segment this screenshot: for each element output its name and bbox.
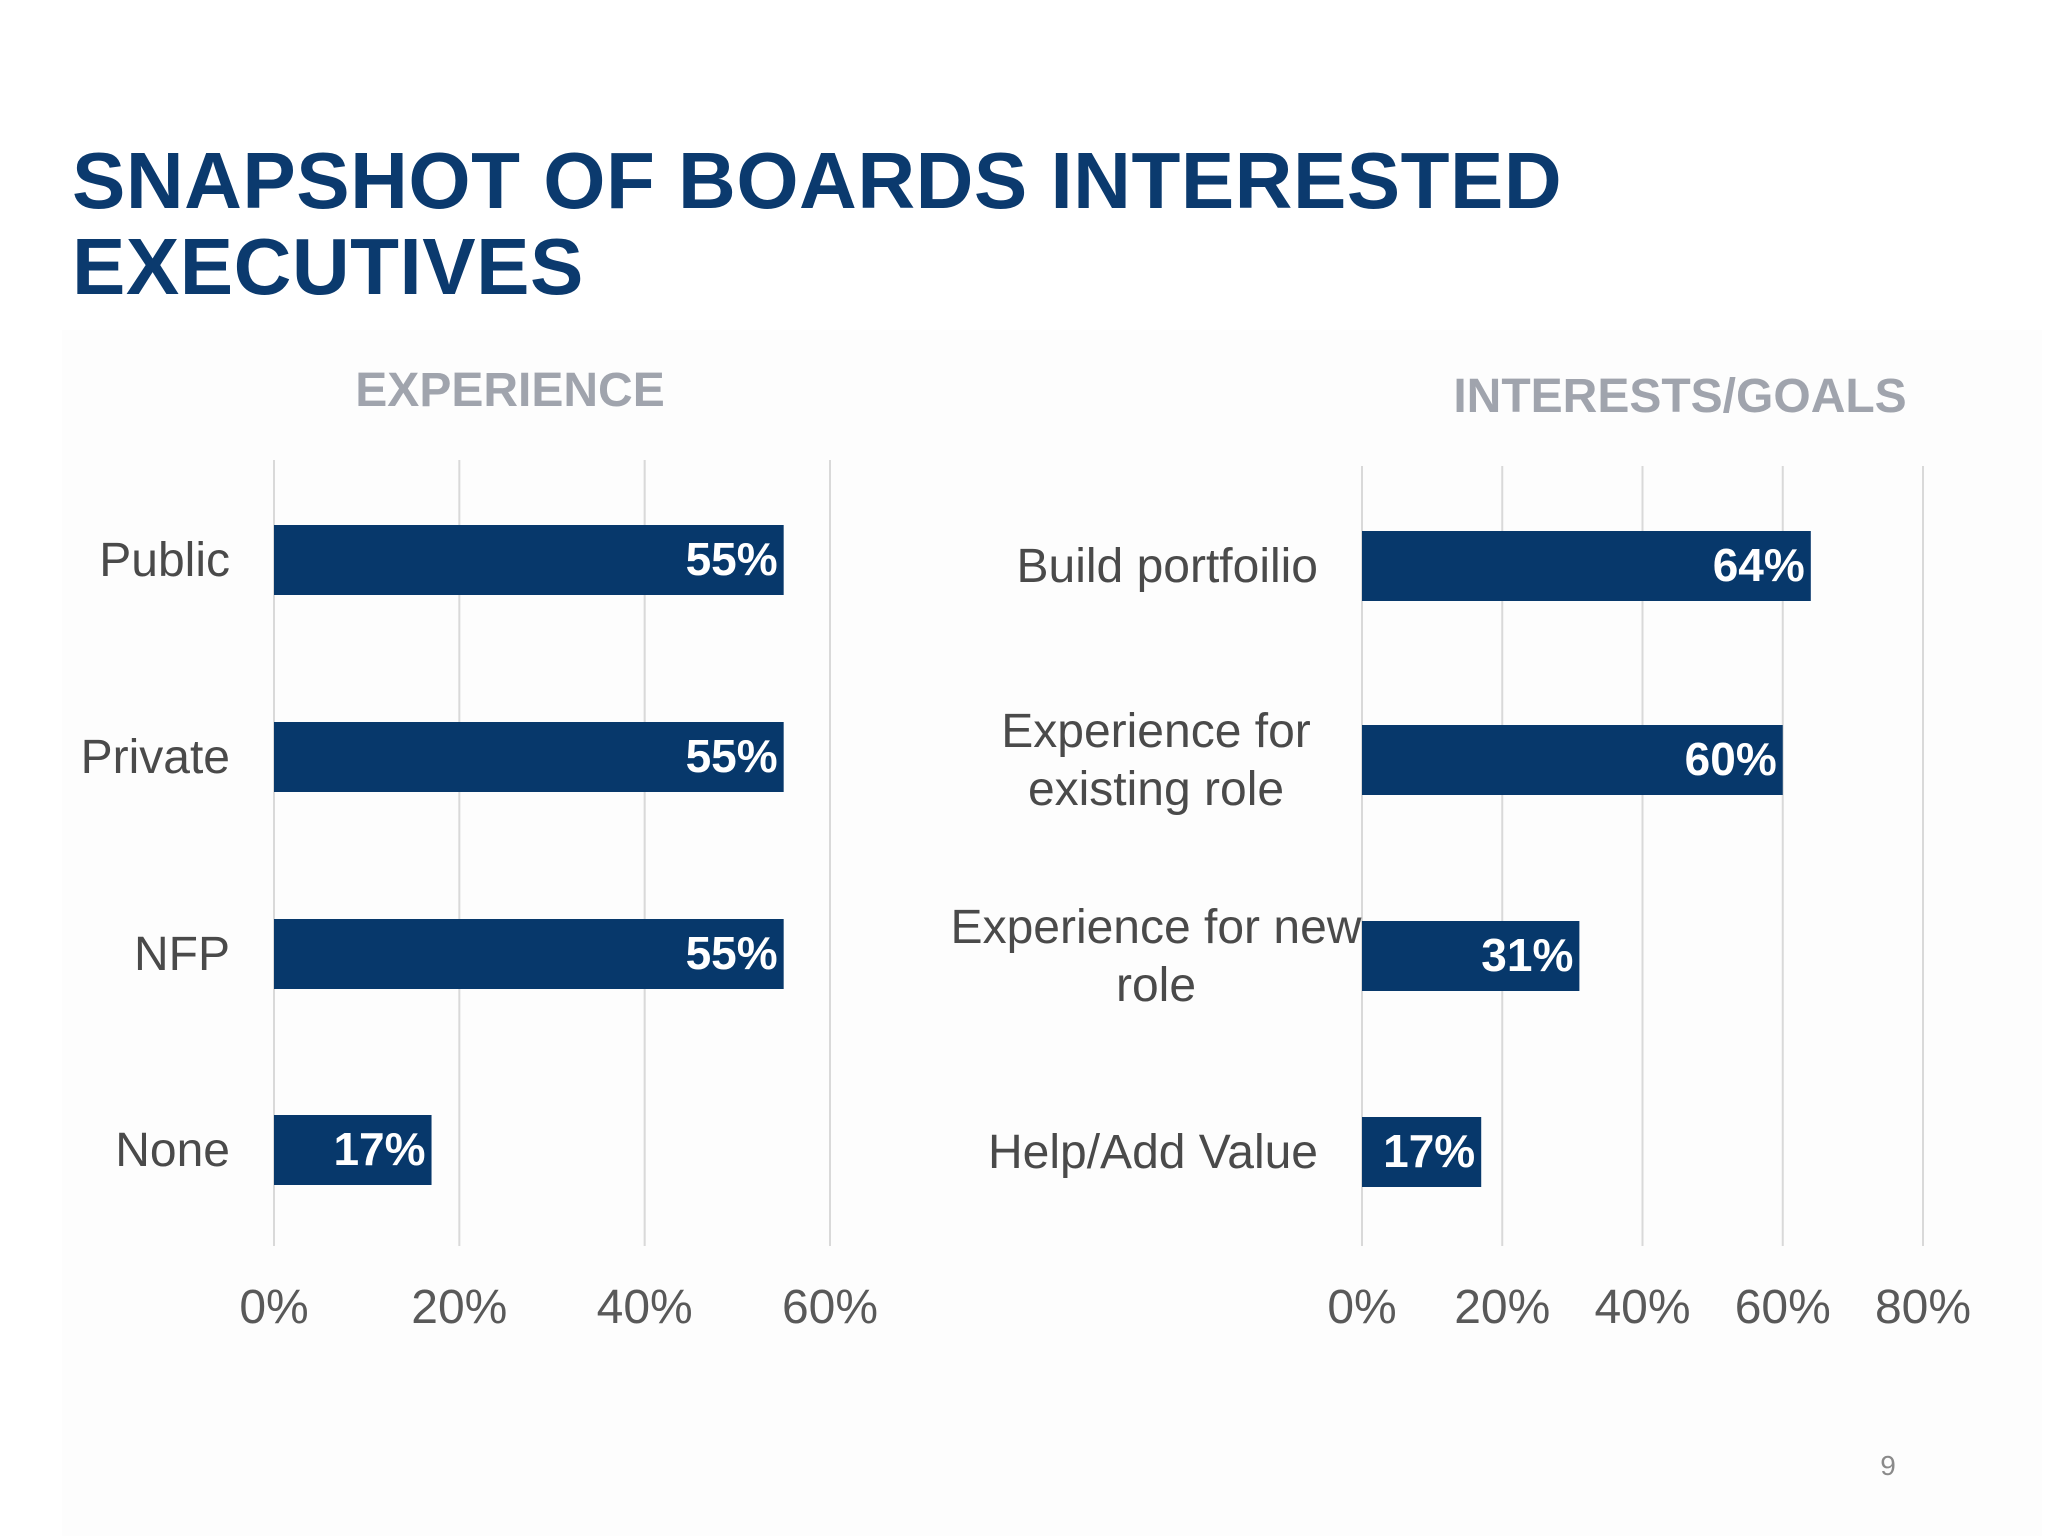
experience-tick-label: 0% (239, 1281, 308, 1334)
experience-category-label: Public (99, 534, 230, 587)
experience-bar (274, 1115, 432, 1185)
experience-bar (274, 525, 784, 595)
experience-bar (274, 919, 784, 989)
interests-bar (1362, 725, 1783, 795)
interests-category-label: Build portfoilio (1017, 540, 1319, 593)
interests-data-label: 31% (1481, 929, 1573, 981)
interests-bar (1362, 1117, 1482, 1187)
experience-tick-label: 40% (597, 1281, 693, 1334)
experience-tick-label: 20% (411, 1281, 507, 1334)
interests-data-label: 60% (1685, 733, 1777, 785)
interests-category-label: Help/Add Value (988, 1126, 1318, 1179)
experience-data-label: 55% (686, 927, 778, 979)
interests-data-label: 64% (1713, 539, 1805, 591)
interests-category-label: Experience for new (951, 901, 1362, 954)
interests-category-label: Experience for (1001, 705, 1311, 758)
experience-data-label: 55% (686, 533, 778, 585)
experience-category-label: None (115, 1124, 230, 1177)
experience-category-label: Private (81, 731, 230, 784)
slide-title-line-2: EXECUTIVES (72, 222, 584, 311)
slide-title: SNAPSHOT OF BOARDS INTERESTED EXECUTIVES (72, 138, 1772, 310)
interests-bar (1362, 921, 1580, 991)
page-number: 9 (1880, 1450, 1896, 1481)
experience-data-label: 17% (333, 1123, 425, 1175)
interests-chart-title: INTERESTS/GOALS (1453, 370, 1906, 423)
experience-category-label: NFP (134, 928, 230, 981)
interests-tick-label: 60% (1735, 1281, 1831, 1334)
interests-category-label: role (1116, 959, 1196, 1012)
experience-chart-title: EXPERIENCE (355, 364, 664, 417)
experience-data-label: 55% (686, 730, 778, 782)
experience-tick-label: 60% (782, 1281, 878, 1334)
interests-tick-label: 80% (1875, 1281, 1971, 1334)
interests-tick-label: 20% (1454, 1281, 1550, 1334)
interests-tick-label: 40% (1594, 1281, 1690, 1334)
interests-data-label: 17% (1383, 1125, 1475, 1177)
interests-tick-label: 0% (1327, 1281, 1396, 1334)
interests-category-label: existing role (1028, 763, 1284, 816)
interests-bar (1362, 531, 1811, 601)
slide-title-line-1: SNAPSHOT OF BOARDS INTERESTED (72, 136, 1563, 225)
experience-bar (274, 722, 784, 792)
